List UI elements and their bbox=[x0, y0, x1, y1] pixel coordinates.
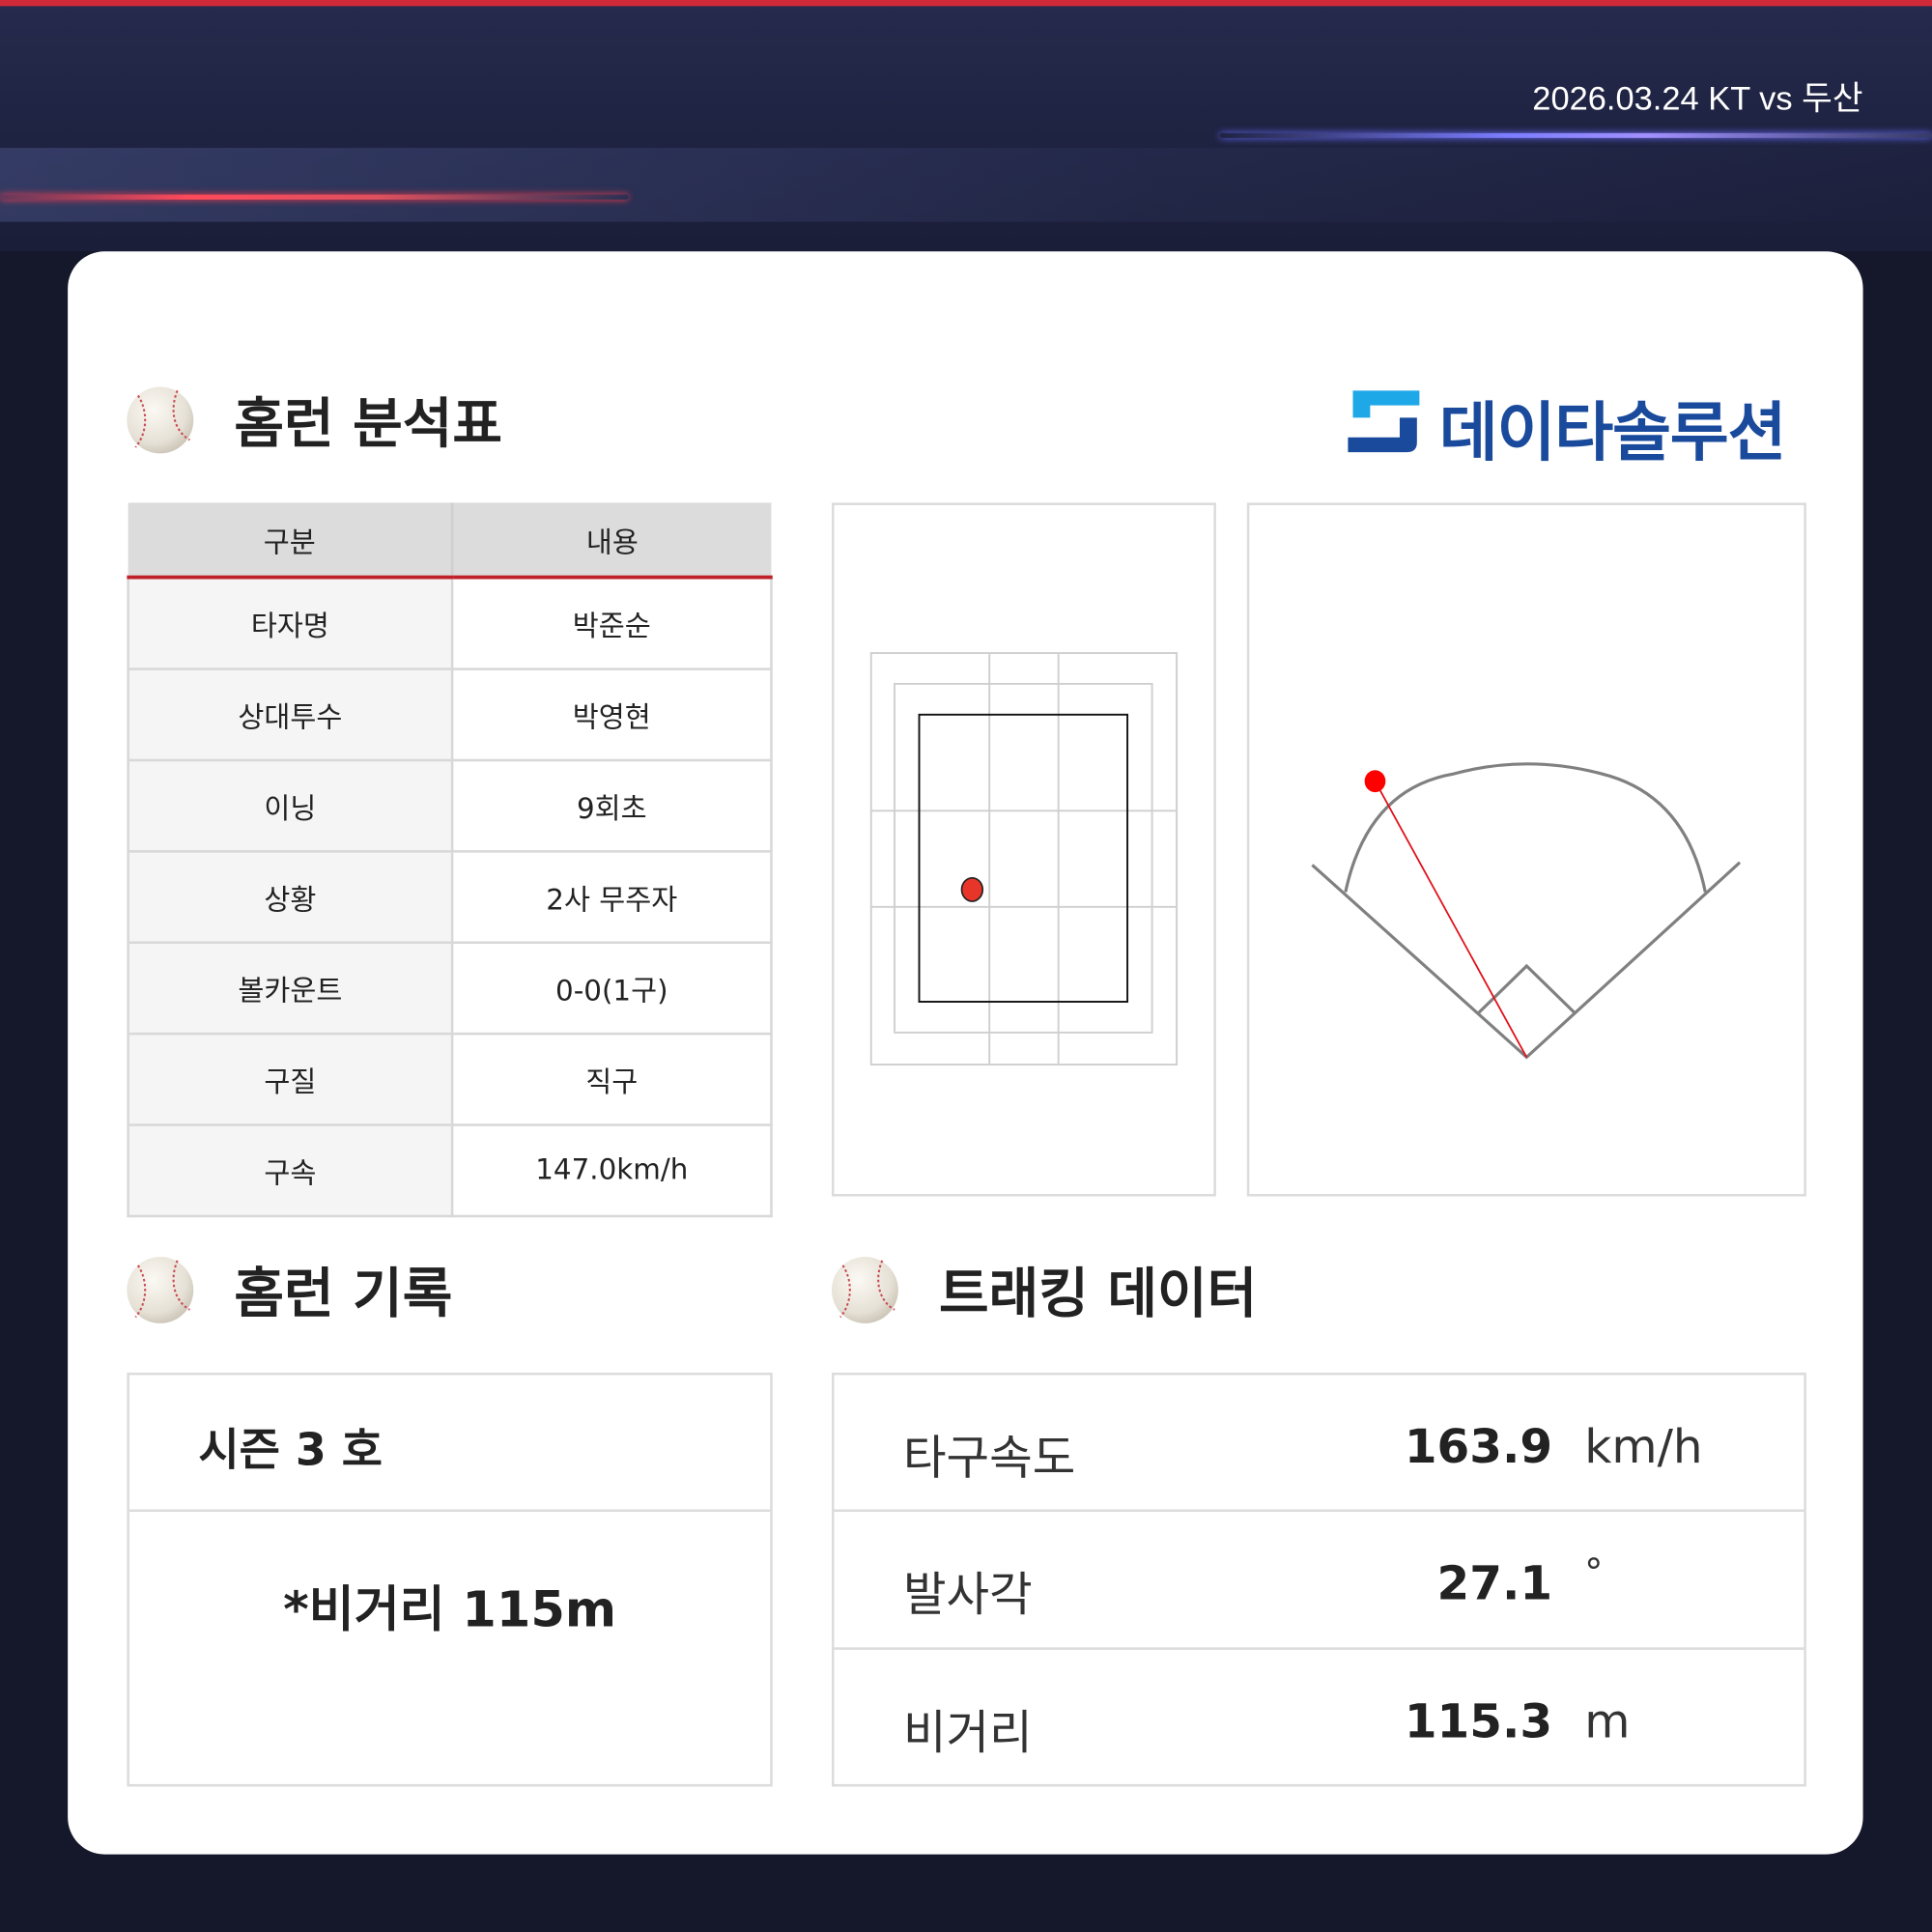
table-row: 상황 2사 무주자 bbox=[127, 850, 773, 945]
outfield-fence bbox=[1344, 762, 1707, 893]
row-key: 상대투수 bbox=[127, 668, 454, 762]
tracking-value: 163.9 bbox=[1404, 1419, 1553, 1474]
row-key: 이닝 bbox=[127, 758, 454, 853]
row-key: 볼카운트 bbox=[127, 941, 454, 1036]
tracking-row: 비거리 115.3 m bbox=[835, 1650, 1804, 1787]
infield-diamond bbox=[1476, 963, 1577, 1015]
table-row: 이닝 9회초 bbox=[127, 758, 773, 853]
table-header-row: 구분 내용 bbox=[128, 502, 772, 580]
shadow-zone bbox=[894, 682, 1153, 1034]
row-value: 9회초 bbox=[450, 758, 773, 853]
data-solution-logo: 데이타솔루션 bbox=[1346, 385, 1804, 470]
baseball-icon bbox=[126, 385, 194, 454]
logo-text: 데이타솔루션 bbox=[1438, 396, 1787, 471]
table-row: 구속 147.0km/h bbox=[127, 1123, 773, 1218]
strike-zone-panel bbox=[831, 502, 1216, 1197]
strike-zone-diagram bbox=[869, 652, 1179, 1065]
row-value: 2사 무주자 bbox=[450, 850, 773, 945]
row-value: 박영현 bbox=[450, 668, 773, 762]
tracking-value: 27.1 bbox=[1436, 1555, 1553, 1611]
table-row: 상대투수 박영현 bbox=[127, 668, 773, 762]
logo-mark-icon bbox=[1348, 390, 1420, 453]
section-title-record: 홈런 기록 bbox=[234, 1263, 453, 1326]
pitch-location-marker bbox=[960, 876, 984, 902]
table-row: 구질 직구 bbox=[127, 1032, 773, 1126]
record-box: 시즌 3 호 *비거리 115m bbox=[127, 1372, 773, 1787]
analysis-table: 구분 내용 타자명 박준순 상대투수 박영현 이닝 9회초 상황 2사 무주자 볼카운트… bbox=[127, 502, 773, 1218]
tracking-unit: km/h bbox=[1584, 1419, 1703, 1474]
tracking-row: 타구속도 163.9 km/h bbox=[834, 1375, 1804, 1513]
baseball-icon bbox=[831, 1256, 899, 1324]
batted-ball-trajectory bbox=[1374, 781, 1528, 1058]
tracking-label: 타구속도 bbox=[902, 1430, 1076, 1485]
game-date-matchup: 2026.03.24 KT vs 두산 bbox=[1532, 79, 1863, 118]
row-value: 147.0km/h bbox=[450, 1123, 773, 1218]
section-title-tracking: 트래킹 데이터 bbox=[938, 1263, 1258, 1326]
tracking-row: 발사각 27.1 ° bbox=[834, 1512, 1804, 1650]
header-banner bbox=[0, 0, 1932, 252]
landing-point-marker bbox=[1364, 770, 1386, 793]
red-glow-line bbox=[0, 194, 629, 200]
tracking-box: 타구속도 163.9 km/h 발사각 27.1 ° 비거리 115.3 m bbox=[831, 1372, 1806, 1787]
row-key: 구속 bbox=[127, 1123, 454, 1218]
column-header: 구분 bbox=[128, 502, 454, 580]
section-title-analysis: 홈런 분석표 bbox=[234, 392, 503, 456]
row-key: 타자명 bbox=[127, 576, 454, 670]
tracking-label: 비거리 bbox=[902, 1705, 1033, 1760]
row-value: 직구 bbox=[450, 1032, 773, 1126]
record-season-row: 시즌 3 호 bbox=[128, 1375, 771, 1513]
baseball-icon bbox=[126, 1256, 194, 1324]
tracking-unit: m bbox=[1584, 1693, 1631, 1748]
foul-lines bbox=[1311, 861, 1742, 1060]
tracking-label: 발사각 bbox=[902, 1567, 1033, 1622]
season-home-run-count: 시즌 3 호 bbox=[198, 1425, 384, 1477]
tracking-value: 115.3 bbox=[1404, 1693, 1553, 1748]
strike-zone bbox=[918, 713, 1129, 1003]
blue-glow-line bbox=[1219, 132, 1932, 138]
table-row: 타자명 박준순 bbox=[127, 576, 773, 670]
row-value: 0-0(1구) bbox=[450, 941, 773, 1036]
row-value: 박준순 bbox=[450, 576, 773, 670]
tracking-unit: ° bbox=[1584, 1550, 1604, 1595]
top-accent-bar bbox=[0, 0, 1932, 7]
row-key: 상황 bbox=[127, 850, 454, 945]
column-header: 내용 bbox=[452, 502, 772, 580]
spray-chart-panel bbox=[1246, 502, 1806, 1197]
field-diagram bbox=[1311, 762, 1742, 1060]
table-row: 볼카운트 0-0(1구) bbox=[127, 941, 773, 1036]
row-key: 구질 bbox=[127, 1032, 454, 1126]
distance-note: *비거리 115m bbox=[283, 1581, 617, 1639]
outer-zone bbox=[869, 652, 1179, 1065]
